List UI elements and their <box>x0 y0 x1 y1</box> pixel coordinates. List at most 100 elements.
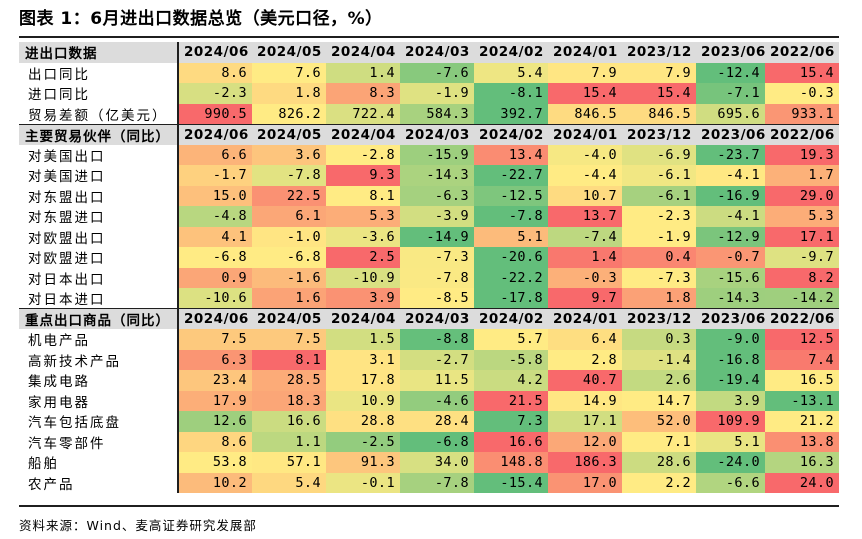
value-cell: -2.7 <box>400 349 474 370</box>
value-cell: 2.8 <box>548 349 622 370</box>
row-label: 汽车零部件 <box>19 431 179 452</box>
value-cell: -5.8 <box>474 349 548 370</box>
value-cell: -1.4 <box>622 349 696 370</box>
value-cell: 16.3 <box>765 452 839 473</box>
value-cell: -7.3 <box>622 267 696 288</box>
value-cell: 17.1 <box>548 411 622 432</box>
value-cell: 7.4 <box>765 349 839 370</box>
value-cell: 148.8 <box>474 452 548 473</box>
value-cell: -10.6 <box>178 288 252 309</box>
value-cell: 3.1 <box>326 349 400 370</box>
value-cell: -22.7 <box>474 165 548 186</box>
value-cell: 7.5 <box>252 329 326 350</box>
value-cell: 5.3 <box>765 206 839 227</box>
value-cell: 13.8 <box>765 431 839 452</box>
value-cell: -0.7 <box>696 247 765 268</box>
value-cell: -4.0 <box>548 144 622 165</box>
row-label: 家用电器 <box>19 390 179 411</box>
value-cell: -16.9 <box>696 185 765 206</box>
table-row: 出口同比 8.6 7.6 1.4 -7.6 5.4 7.9 7.9 -12.4 15.4 <box>19 62 839 83</box>
table-row: 高新技术产品 6.3 8.1 3.1 -2.7 -5.8 2.8 -1.4 -16.8 7.4 <box>19 349 839 370</box>
column-header: 2024/03 <box>400 123 474 145</box>
value-cell: -14.3 <box>400 165 474 186</box>
value-cell: 6.4 <box>548 329 622 350</box>
value-cell: 28.6 <box>622 452 696 473</box>
value-cell: -6.8 <box>400 431 474 452</box>
value-cell: -7.6 <box>400 62 474 83</box>
value-cell: 9.7 <box>548 288 622 309</box>
value-cell: 7.9 <box>548 62 622 83</box>
value-cell: -2.3 <box>178 83 252 104</box>
value-cell: 22.5 <box>252 185 326 206</box>
top-rule <box>19 36 839 38</box>
value-cell: -14.3 <box>696 288 765 309</box>
column-header: 2024/05 <box>252 123 326 145</box>
value-cell: 28.4 <box>400 411 474 432</box>
value-cell: 3.6 <box>252 144 326 165</box>
value-cell: -19.4 <box>696 370 765 391</box>
value-cell: 12.5 <box>765 329 839 350</box>
value-cell: 19.3 <box>765 144 839 165</box>
row-label: 进口同比 <box>19 83 179 104</box>
value-cell: 846.5 <box>548 103 622 124</box>
value-cell: -7.8 <box>252 165 326 186</box>
column-header: 2024/02 <box>474 123 548 145</box>
table-row: 集成电路 23.4 28.5 17.8 11.5 4.2 40.7 2.6 -19.4 16.5 <box>19 370 839 391</box>
value-cell: 5.4 <box>474 62 548 83</box>
value-cell: 2.5 <box>326 247 400 268</box>
value-cell: -1.9 <box>622 226 696 247</box>
value-cell: -6.9 <box>622 144 696 165</box>
value-cell: 1.4 <box>326 62 400 83</box>
row-label: 对欧盟出口 <box>19 226 179 247</box>
value-cell: 5.1 <box>696 431 765 452</box>
table-row: 船舶 53.8 57.1 91.3 34.0 148.8 186.3 28.6 -24.0 16.… <box>19 452 839 473</box>
table-row: 对东盟进口 -4.8 6.1 5.3 -3.9 -7.8 13.7 -2.3 -4.1 5.3 <box>19 206 839 227</box>
value-cell: -10.9 <box>326 267 400 288</box>
value-cell: 1.7 <box>765 165 839 186</box>
value-cell: -7.8 <box>474 206 548 227</box>
row-label: 对欧盟进口 <box>19 247 179 268</box>
row-label: 集成电路 <box>19 370 179 391</box>
value-cell: 1.5 <box>326 329 400 350</box>
value-cell: -6.1 <box>622 165 696 186</box>
value-cell: 5.7 <box>474 329 548 350</box>
value-cell: 0.9 <box>178 267 252 288</box>
column-header: 2023/12 <box>622 123 696 145</box>
table-row: 进口同比 -2.3 1.8 8.3 -1.9 -8.1 15.4 15.4 -7.1 -0.3 <box>19 83 839 104</box>
value-cell: 6.3 <box>178 349 252 370</box>
value-cell: 8.3 <box>326 83 400 104</box>
value-cell: 23.4 <box>178 370 252 391</box>
value-cell: -3.6 <box>326 226 400 247</box>
value-cell: 0.3 <box>622 329 696 350</box>
table-row: 对东盟出口 15.0 22.5 8.1 -6.3 -12.5 10.7 -6.1 -16.9 29… <box>19 185 839 206</box>
value-cell: -14.9 <box>400 226 474 247</box>
table-row: 对美国出口 6.6 3.6 -2.8 -15.9 13.4 -4.0 -6.9 -23.7 19.… <box>19 144 839 165</box>
column-header: 2023/12 <box>622 42 696 63</box>
value-cell: -16.8 <box>696 349 765 370</box>
row-label: 汽车包括底盘 <box>19 411 179 432</box>
column-header: 2024/05 <box>252 308 326 329</box>
column-header: 2024/01 <box>548 123 622 145</box>
value-cell: 8.1 <box>326 185 400 206</box>
value-cell: -2.5 <box>326 431 400 452</box>
value-cell: 722.4 <box>326 103 400 124</box>
value-cell: 5.1 <box>474 226 548 247</box>
table-row: 家用电器 17.9 18.3 10.9 -4.6 21.5 14.9 14.7 3.9 -13.1 <box>19 390 839 411</box>
value-cell: -22.2 <box>474 267 548 288</box>
value-cell: 1.8 <box>622 288 696 309</box>
value-cell: -15.9 <box>400 144 474 165</box>
value-cell: 91.3 <box>326 452 400 473</box>
value-cell: 0.4 <box>622 247 696 268</box>
value-cell: 11.5 <box>400 370 474 391</box>
value-cell: -15.4 <box>474 472 548 493</box>
value-cell: 18.3 <box>252 390 326 411</box>
value-cell: -8.8 <box>400 329 474 350</box>
column-header: 2024/01 <box>548 308 622 329</box>
value-cell: 53.8 <box>178 452 252 473</box>
value-cell: -12.5 <box>474 185 548 206</box>
value-cell: 29.0 <box>765 185 839 206</box>
value-cell: 12.0 <box>548 431 622 452</box>
source-note: 资料来源：Wind、麦高证券研究发展部 <box>19 518 257 533</box>
column-header: 2024/04 <box>326 123 400 145</box>
value-cell: -1.0 <box>252 226 326 247</box>
